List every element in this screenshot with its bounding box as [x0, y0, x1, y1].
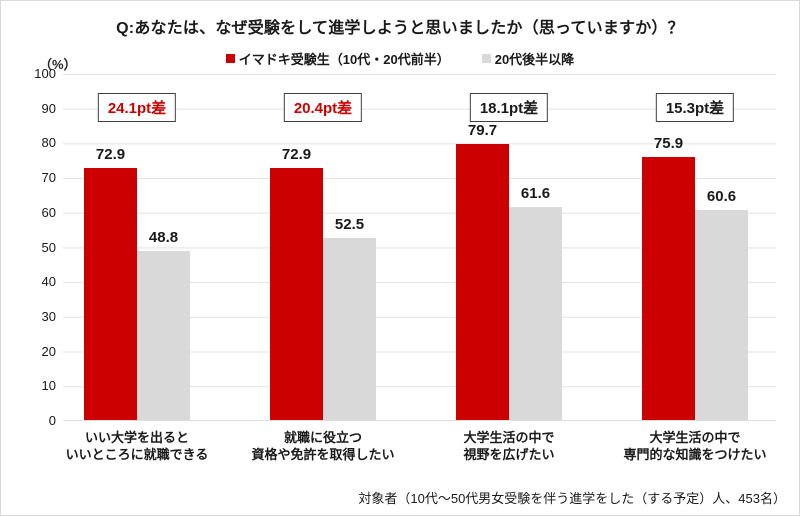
- bar-value-label: 75.9: [653, 135, 684, 153]
- y-axis: 100 90 80 70 60 50 40 30 20 10 0: [1, 66, 56, 428]
- category-axis: いい大学を出ると いいところに就職できる 就職に役立つ 資格や免許を取得したい …: [63, 429, 776, 463]
- footnote: 対象者（10代～50代男女受験を伴う進学をした（する予定）人、453名）: [358, 491, 786, 506]
- chart-title: Q:あなたは、なぜ受験をして進学しようと思いましたか（思っていますか）？: [116, 20, 684, 37]
- legend: イマドキ受験生（10代・20代前半） 20代後半以降: [1, 49, 799, 68]
- category-line: 資格や免許を取得したい: [251, 447, 395, 462]
- legend-item-older: 20代後半以降: [481, 49, 575, 68]
- legend-label-older: 20代後半以降: [494, 52, 575, 67]
- category-label-4: 大学生活の中で 専門的な知識をつけたい: [624, 429, 767, 463]
- bar-older-3: 61.6: [509, 185, 562, 420]
- bar-value-label: 79.7: [467, 122, 498, 140]
- y-tick: 90: [41, 100, 56, 116]
- bar-value-label: 72.9: [281, 145, 312, 163]
- category-line: 視野を広げたい: [463, 447, 555, 462]
- bar-value-label: 72.9: [95, 145, 126, 163]
- diff-badge-1: 24.1pt差: [97, 93, 177, 122]
- y-tick: 50: [41, 239, 56, 255]
- bar-older-4: 60.6: [695, 188, 748, 420]
- category-line: 大学生活の中で: [463, 430, 555, 445]
- y-tick: 0: [48, 413, 56, 428]
- bar-value-label: 48.8: [148, 229, 179, 247]
- category-label-3: 大学生活の中で 視野を広げたい: [456, 429, 562, 463]
- diff-badge-4: 15.3pt差: [655, 93, 735, 122]
- bar-value-label: 61.6: [520, 184, 551, 202]
- bar-group-3: 18.1pt差 79.7 61.6: [456, 74, 562, 420]
- legend-label-now: イマドキ受験生（10代・20代前半）: [238, 52, 450, 67]
- y-tick: 10: [41, 378, 56, 394]
- y-tick: 40: [41, 274, 56, 290]
- category-line: いい大学を出ると: [84, 430, 189, 445]
- category-line: いいところに就職できる: [65, 447, 209, 462]
- legend-swatch-gray: [481, 54, 491, 63]
- category-line: 就職に役立つ: [283, 430, 362, 445]
- legend-item-now: イマドキ受験生（10代・20代前半）: [225, 49, 450, 68]
- legend-swatch-red: [225, 54, 235, 63]
- bar-group-2: 20.4pt差 72.9 52.5: [270, 74, 376, 420]
- category-line: 専門的な知識をつけたい: [623, 447, 767, 462]
- y-tick: 70: [41, 170, 56, 186]
- y-tick: 100: [34, 66, 56, 81]
- bar-value-label: 52.5: [334, 216, 365, 234]
- category-label-1: いい大学を出ると いいところに就職できる: [66, 429, 209, 463]
- plot-area: 24.1pt差 72.9 48.8 20.4pt差 72.9 52.5 18.1…: [63, 74, 776, 421]
- diff-badge-3: 18.1pt差: [469, 93, 549, 122]
- bar-group-4: 15.3pt差 75.9 60.6: [642, 74, 748, 420]
- bar-now-3: 79.7: [456, 122, 509, 420]
- y-axis-unit-label: （%）: [39, 57, 77, 72]
- y-tick: 30: [41, 308, 56, 324]
- y-tick: 20: [41, 343, 56, 359]
- bar-now-1: 72.9: [84, 146, 137, 420]
- bar-older-1: 48.8: [137, 229, 190, 420]
- bar-now-2: 72.9: [270, 146, 323, 420]
- category-line: 大学生活の中で: [649, 430, 741, 445]
- diff-badge-2: 20.4pt差: [283, 93, 363, 122]
- bar-now-4: 75.9: [642, 135, 695, 420]
- bar-value-label: 60.6: [706, 188, 737, 206]
- category-label-2: 就職に役立つ 資格や免許を取得したい: [252, 429, 395, 463]
- bar-older-2: 52.5: [323, 216, 376, 420]
- bar-group-1: 24.1pt差 72.9 48.8: [84, 74, 190, 420]
- y-tick: 80: [41, 135, 56, 151]
- y-tick: 60: [41, 204, 56, 220]
